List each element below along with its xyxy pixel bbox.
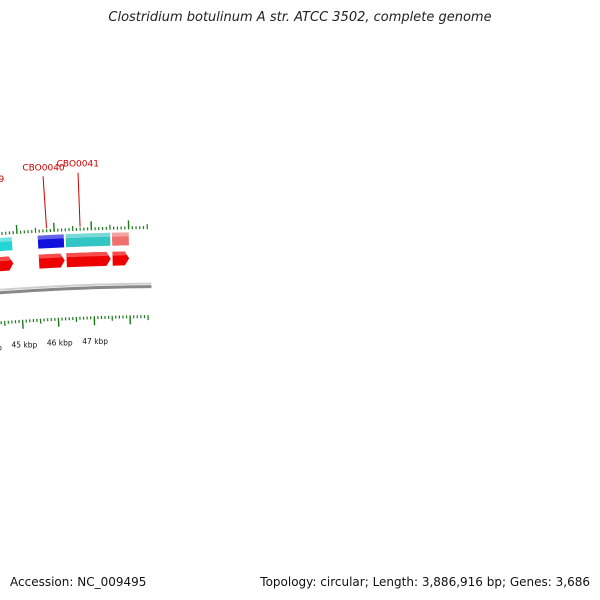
feature-track <box>0 232 129 252</box>
topology-label: Topology: <box>260 575 317 589</box>
kbp-label: 44 kbp <box>0 343 2 352</box>
genome-summary: Topology: circular; Length: 3,886,916 bp… <box>260 575 590 589</box>
accession-label: Accession: <box>10 575 74 589</box>
gene-leader-line <box>77 172 81 227</box>
backbone-line <box>0 285 152 295</box>
cds-track <box>0 251 130 272</box>
cds-arrow-sheen <box>112 251 127 256</box>
bottom-tick-ring <box>0 315 149 329</box>
gene-label: CBO0039 <box>0 175 5 185</box>
genes-label: Genes: <box>509 575 552 589</box>
top-tick-ring <box>1 220 148 235</box>
top-tick <box>15 224 18 234</box>
feature-block <box>111 232 129 246</box>
gene-label: CBO0040 <box>22 163 65 173</box>
feature-block-sheen <box>65 232 111 239</box>
feature-block-sheen <box>111 232 129 237</box>
feature-block <box>65 232 111 248</box>
map-title: Clostridium botulinum A str. ATCC 3502, … <box>108 10 492 25</box>
genome-backbone <box>0 282 152 295</box>
genes-value: 3,686 <box>555 575 590 589</box>
topology-value: circular <box>320 575 365 589</box>
bottom-tick <box>21 319 24 329</box>
backbone-highlight <box>0 282 152 291</box>
length-label: Length: <box>372 575 419 589</box>
feature-block-sheen <box>0 237 12 243</box>
gene-label: CBO0041 <box>57 160 99 170</box>
kbp-labels: 39 kbp40 kbp41 kbp42 kbp43 kbp44 kbp45 k… <box>0 337 108 352</box>
feature-block <box>37 234 65 249</box>
gene-leader-line <box>42 176 48 229</box>
feature-block-sheen <box>37 234 64 240</box>
kbp-label: 45 kbp <box>11 341 37 350</box>
kbp-label: 47 kbp <box>82 337 108 346</box>
accession-info: Accession: NC_009495 <box>10 575 146 589</box>
cds-arrow-sheen <box>0 256 11 262</box>
feature-block <box>0 237 13 252</box>
accession-value: NC_009495 <box>77 575 147 589</box>
gene-labels: dnaHCBO0032recRCBO0034bofAsfsACBO0037CBO… <box>0 160 99 229</box>
length-value: 3,886,916 bp <box>421 575 502 589</box>
cds-arrow-sheen <box>38 253 62 259</box>
kbp-label: 46 kbp <box>47 339 73 348</box>
cds-arrow-sheen <box>66 251 108 258</box>
